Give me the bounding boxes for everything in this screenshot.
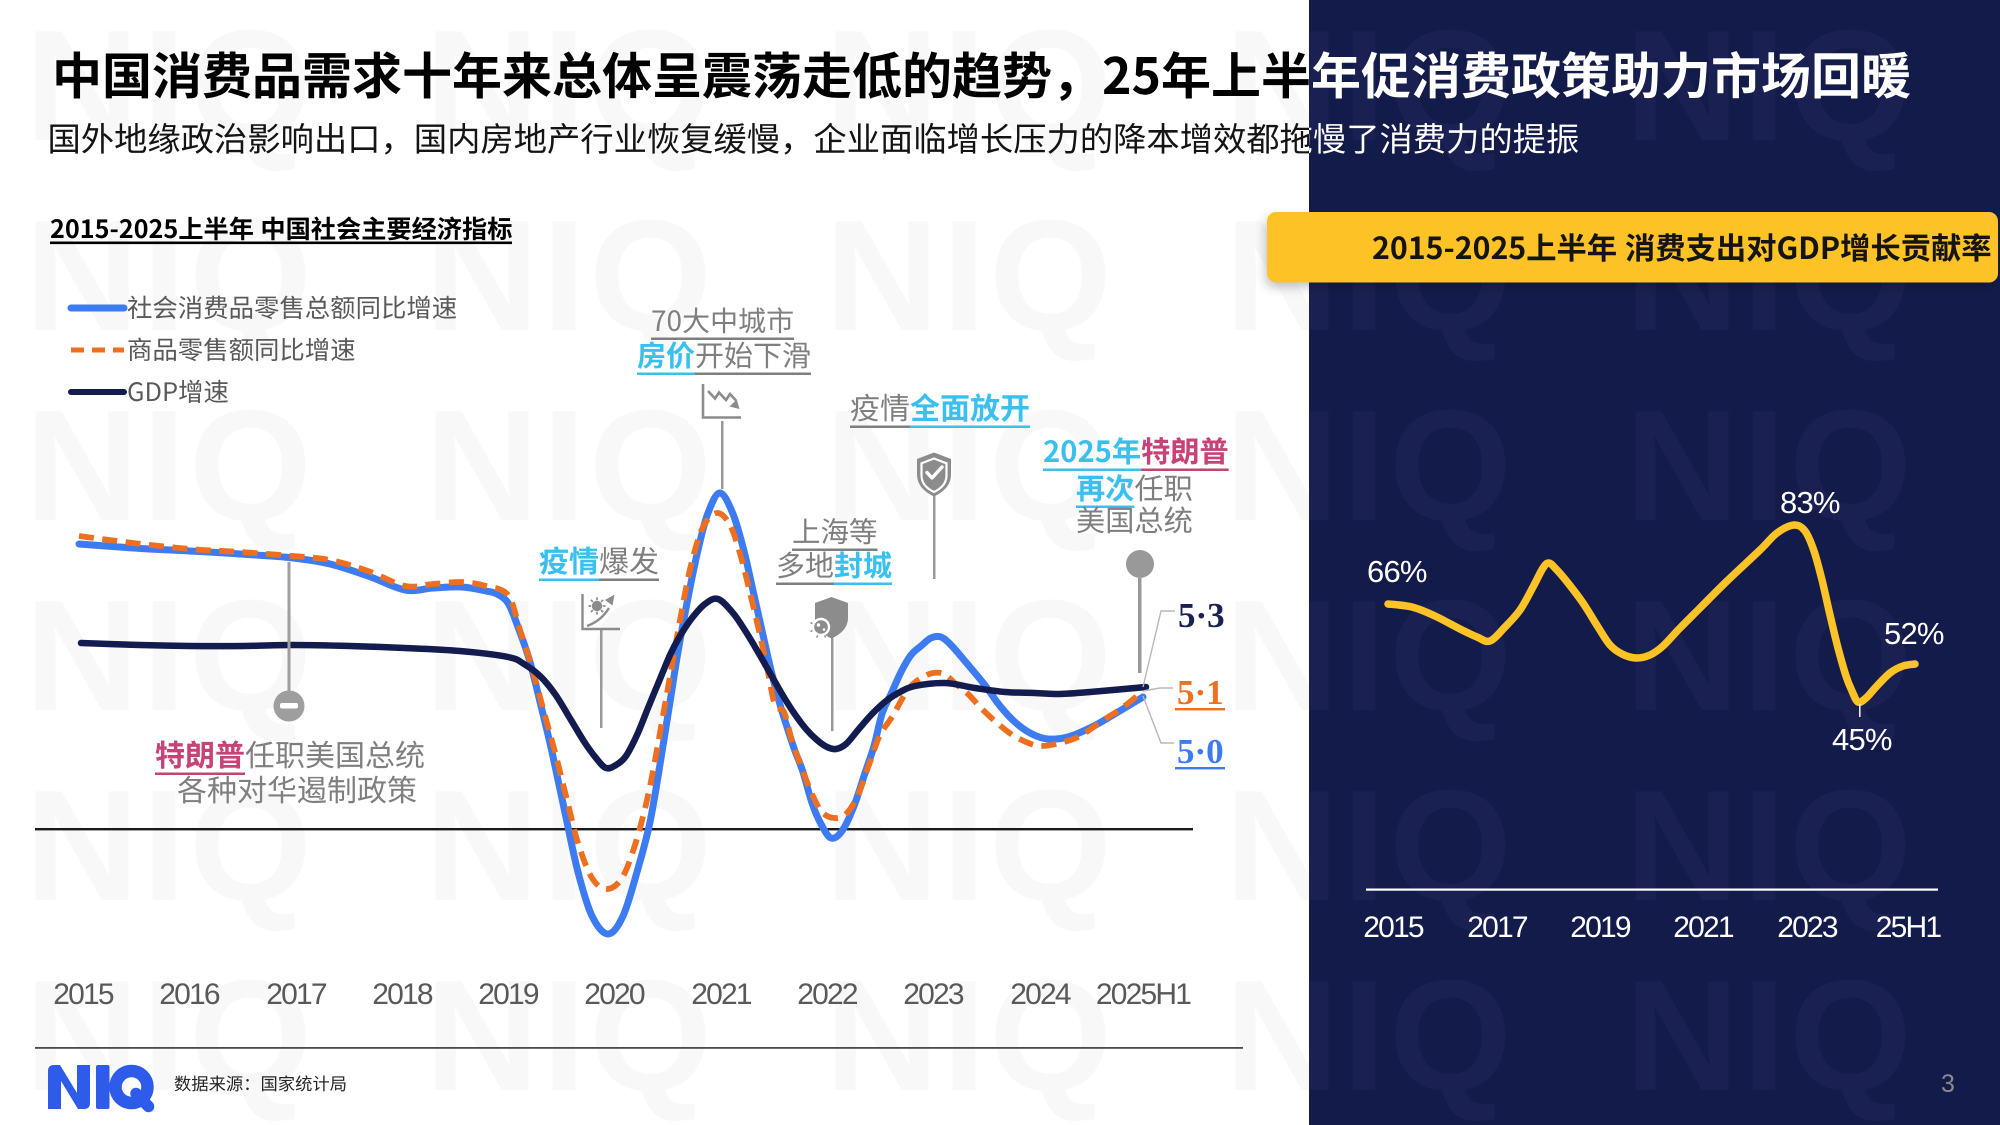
svg-text:2025H1: 2025H1 (1096, 978, 1191, 1011)
svg-text:NIQ: NIQ (1225, 948, 1515, 1124)
svg-text:66%: 66% (1367, 554, 1427, 589)
svg-text:2016: 2016 (159, 978, 220, 1011)
svg-text:NIQ: NIQ (1225, 378, 1515, 554)
svg-text:NIQ: NIQ (1225, 568, 1515, 744)
svg-text:2022: 2022 (797, 978, 858, 1011)
svg-text:2020: 2020 (584, 978, 645, 1011)
svg-text:2019: 2019 (478, 978, 539, 1011)
svg-text:83%: 83% (1780, 485, 1840, 520)
svg-text:2018: 2018 (372, 978, 433, 1011)
svg-text:5·3: 5·3 (1178, 596, 1225, 635)
svg-text:NIQ: NIQ (1225, 758, 1515, 934)
svg-text:5·0: 5·0 (1177, 732, 1224, 771)
svg-text:2021: 2021 (691, 978, 752, 1011)
svg-text:52%: 52% (1884, 616, 1944, 651)
svg-text:NIQ: NIQ (425, 188, 715, 364)
svg-text:NIQ: NIQ (1225, 948, 1515, 1124)
svg-text:NIQ: NIQ (1625, 378, 1915, 554)
svg-text:45%: 45% (1832, 722, 1892, 757)
svg-text:2015: 2015 (1363, 911, 1424, 944)
svg-text:NIQ: NIQ (425, 378, 715, 554)
svg-text:NIQ: NIQ (1225, 758, 1515, 934)
svg-text:NIQ: NIQ (425, 948, 715, 1124)
svg-text:NIQ: NIQ (1625, 568, 1915, 744)
svg-text:NIQ: NIQ (1225, 568, 1515, 744)
svg-text:2024: 2024 (1010, 978, 1071, 1011)
svg-text:25H1: 25H1 (1876, 911, 1942, 944)
svg-text:2019: 2019 (1570, 911, 1631, 944)
svg-text:2021: 2021 (1673, 911, 1734, 944)
svg-text:NIQ: NIQ (1625, 948, 1915, 1124)
svg-text:2023: 2023 (903, 978, 964, 1011)
svg-text:2015: 2015 (53, 978, 114, 1011)
svg-text:NIQ: NIQ (25, 758, 315, 934)
svg-text:NIQ: NIQ (25, 378, 315, 554)
svg-text:2017: 2017 (266, 978, 327, 1011)
svg-text:NIQ: NIQ (25, 948, 315, 1124)
svg-text:NIQ: NIQ (825, 948, 1115, 1124)
svg-text:NIQ: NIQ (1625, 758, 1915, 934)
svg-text:2017: 2017 (1467, 911, 1528, 944)
svg-text:NIQ: NIQ (825, 758, 1115, 934)
svg-text:NIQ: NIQ (25, 188, 315, 364)
svg-text:NIQ: NIQ (825, 188, 1115, 364)
svg-text:3: 3 (1941, 1070, 1955, 1098)
svg-text:NIQ: NIQ (25, 568, 315, 744)
svg-text:2023: 2023 (1777, 911, 1838, 944)
svg-text:5·1: 5·1 (1177, 673, 1224, 712)
svg-text:NIQ: NIQ (1225, 378, 1515, 554)
